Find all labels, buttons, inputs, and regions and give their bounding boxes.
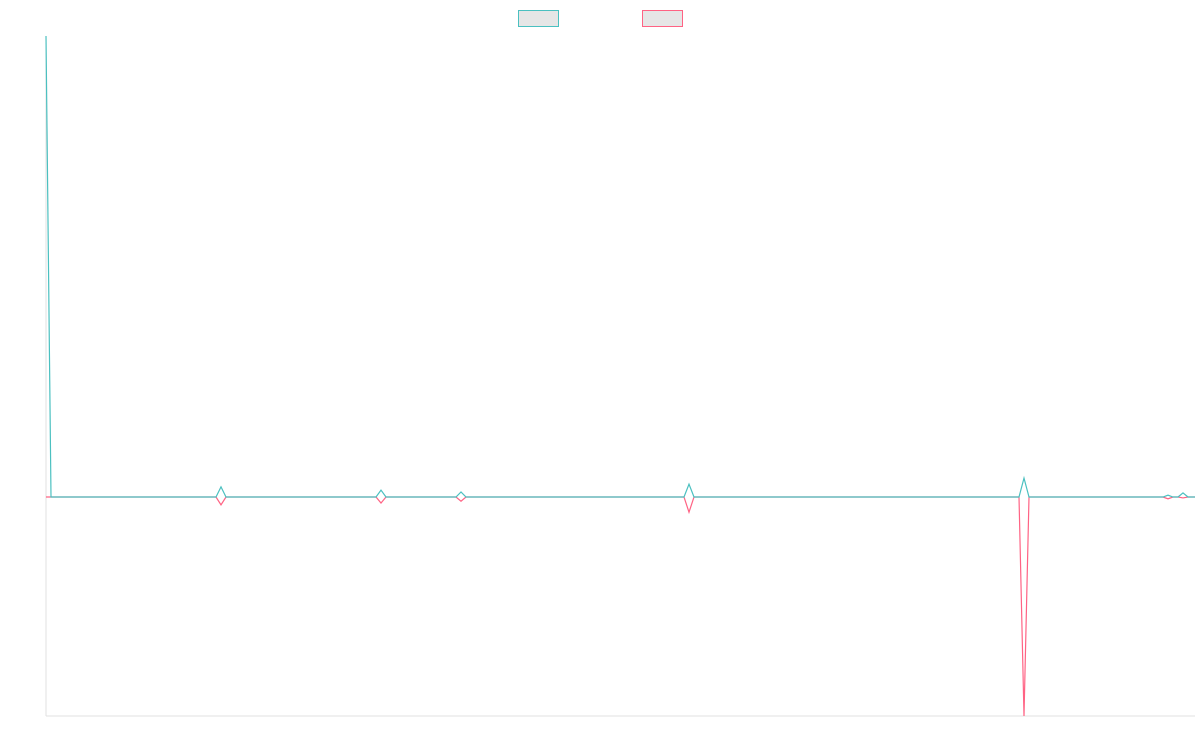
series-line: [45, 35, 1195, 498]
legend-swatch: [642, 10, 683, 27]
legend-swatch: [518, 10, 559, 27]
series-line: [46, 496, 1195, 717]
